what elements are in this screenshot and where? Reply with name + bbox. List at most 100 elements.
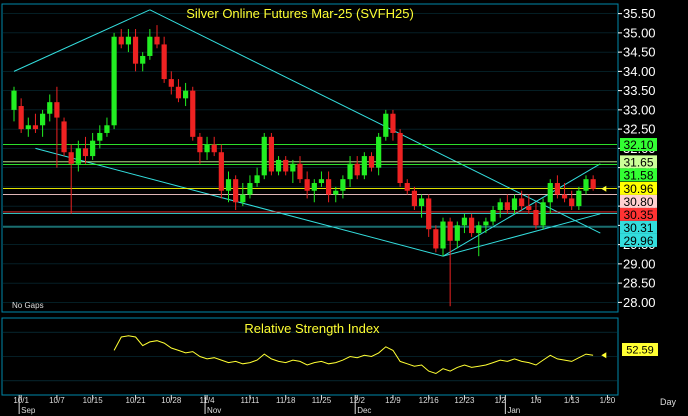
candle-body <box>197 136 203 153</box>
candle-body <box>554 183 560 195</box>
level-tag <box>620 194 657 208</box>
trendline <box>149 9 601 234</box>
candle-body <box>32 125 39 130</box>
candle-body <box>111 36 117 126</box>
date-tick-label: 12/2 <box>349 396 365 405</box>
candle-body <box>469 217 475 234</box>
candle-body <box>318 179 325 184</box>
candle-body <box>326 179 332 195</box>
level-tag <box>620 168 657 182</box>
level-tag-label: 30.96 <box>623 182 653 196</box>
candle-body <box>183 90 189 99</box>
candle-body <box>583 179 589 191</box>
price-tick-label: 34.00 <box>623 64 656 79</box>
price-panel-frame <box>1 3 619 313</box>
candle-body <box>433 229 439 249</box>
candle-body <box>311 183 317 191</box>
candle-body <box>569 198 575 207</box>
rsi-last-value-tag: 52.59 <box>622 343 658 357</box>
level-tag <box>620 155 657 169</box>
period-label: Day <box>660 397 677 407</box>
date-tick-label: 11/18 <box>276 396 296 405</box>
level-tag-label: 29.96 <box>623 234 653 248</box>
candle-body <box>411 190 417 207</box>
level-tag-label: 31.58 <box>623 168 653 182</box>
candle-body <box>283 159 289 172</box>
candle-body <box>125 36 131 45</box>
level-tag <box>620 233 657 247</box>
candle-body <box>54 102 60 118</box>
price-tick-label: 28.00 <box>623 295 656 310</box>
candle-body <box>590 179 596 189</box>
level-tag-label: 30.35 <box>623 208 653 222</box>
date-tick-label: 1/6 <box>530 396 542 405</box>
month-label: Nov <box>207 406 221 415</box>
price-tick-label: 34.50 <box>623 45 656 60</box>
price-tick-label: 29.00 <box>623 256 656 271</box>
candle-body <box>190 90 196 137</box>
level-tag <box>620 220 657 234</box>
level-tag-label: 30.31 <box>623 221 653 235</box>
candle-body <box>511 198 518 210</box>
candle-body <box>361 156 367 176</box>
candle-body <box>90 140 96 157</box>
candle-body <box>490 209 496 222</box>
candle-body <box>132 36 139 64</box>
candle-body <box>447 221 453 241</box>
candle-body <box>275 159 282 172</box>
date-tick-label: 11/11 <box>241 396 260 405</box>
candle-body <box>254 175 260 184</box>
candle-body <box>175 86 182 99</box>
trendline <box>35 147 444 257</box>
candle-body <box>426 198 432 230</box>
candle-body <box>368 156 375 168</box>
rsi-panel-frame <box>1 317 619 396</box>
rsi-last-value: 52.59 <box>626 345 654 357</box>
candle-body <box>168 79 174 87</box>
rsi-last-marker <box>601 352 607 359</box>
candle-body <box>497 202 503 210</box>
level-tag <box>620 207 657 221</box>
candle-body <box>140 55 146 64</box>
candle-body <box>304 179 310 191</box>
trendline <box>442 213 601 257</box>
no-gaps-note: No Gaps <box>12 301 44 310</box>
candle-body <box>18 106 24 130</box>
date-tick-label: 11/4 <box>200 396 216 405</box>
candle-body <box>118 36 124 45</box>
month-label: Sep <box>21 406 36 415</box>
last-price-marker <box>601 185 607 192</box>
price-tick-label: 28.50 <box>623 276 656 291</box>
trendlines <box>13 9 601 257</box>
candle-body <box>240 194 246 203</box>
candle-body <box>404 183 410 191</box>
candle-body <box>247 183 253 195</box>
candle-body <box>218 152 224 191</box>
chart-title: Silver Online Futures Mar-25 (SVFH25) <box>186 6 414 21</box>
candle-body <box>418 198 425 207</box>
rsi-line <box>113 335 594 375</box>
candle-body <box>68 152 74 164</box>
candle-body <box>161 44 167 80</box>
candle-body <box>82 148 89 157</box>
candle-body <box>297 163 303 180</box>
month-label: Dec <box>357 406 371 415</box>
candle-body <box>376 136 382 168</box>
date-tick-label: 10/7 <box>49 396 65 405</box>
candle-body <box>347 163 353 180</box>
candle-body <box>340 179 346 191</box>
date-tick-label: 10/15 <box>83 396 104 405</box>
date-tick-label: 10/1 <box>13 396 29 405</box>
month-label: Jan <box>507 406 520 415</box>
candle-body <box>290 163 296 172</box>
date-axis: 10/1 10/7 10/15 10/21 10/28 11/4 11/11 11/18 11/… <box>13 395 616 415</box>
candle-body <box>540 202 546 226</box>
price-tick-label: 32.50 <box>623 122 656 137</box>
level-tag <box>620 138 657 152</box>
candle-body <box>47 102 53 114</box>
rsi-title: Relative Strength Index <box>244 321 380 336</box>
candle-body <box>147 36 153 56</box>
candle-body <box>11 90 17 110</box>
